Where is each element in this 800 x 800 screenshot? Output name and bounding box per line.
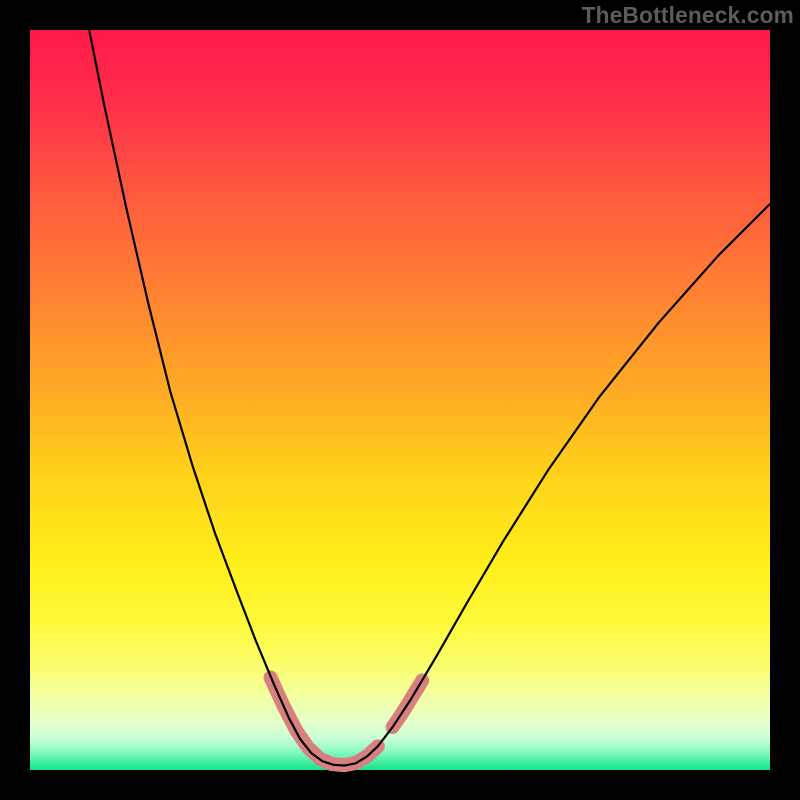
bottleneck-curve-chart: [0, 0, 800, 800]
plot-background: [30, 30, 770, 770]
watermark-label: TheBottleneck.com: [582, 2, 794, 29]
chart-canvas: TheBottleneck.com: [0, 0, 800, 800]
